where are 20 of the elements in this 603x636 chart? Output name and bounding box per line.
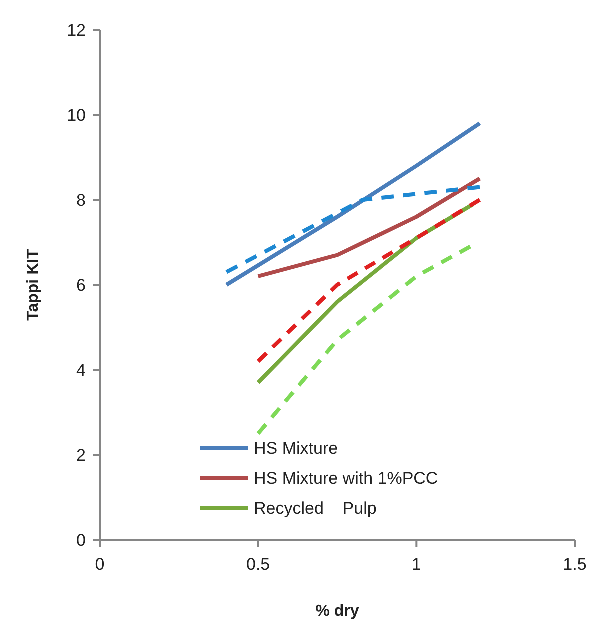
line-series bbox=[256, 176, 482, 278]
x-axis-title: % dry bbox=[316, 603, 360, 620]
y-tick-label: 0 bbox=[76, 530, 86, 550]
y-tick-label: 8 bbox=[76, 190, 86, 210]
y-tick-label: 6 bbox=[76, 276, 86, 295]
line-series bbox=[256, 244, 472, 436]
y-tick-label: 4 bbox=[76, 360, 86, 380]
y-tick-label: 10 bbox=[67, 106, 86, 125]
x-tick-label: 1.5 bbox=[563, 555, 587, 574]
y-tick-label: 12 bbox=[67, 20, 86, 40]
x-tick-label: 0.5 bbox=[246, 555, 270, 574]
x-tick-label: 1 bbox=[412, 555, 422, 574]
y-tick-label: 2 bbox=[76, 446, 86, 465]
line-series bbox=[256, 198, 482, 364]
legend-label: HS Mixture bbox=[254, 438, 338, 458]
y-axis-title: Tappi KIT bbox=[25, 248, 42, 321]
legend-label: HS Mixture with 1%PCC bbox=[254, 468, 438, 488]
line-series bbox=[224, 122, 482, 287]
legend-label: Recycled Pulp bbox=[254, 498, 377, 518]
x-tick-label: 0 bbox=[95, 555, 105, 574]
